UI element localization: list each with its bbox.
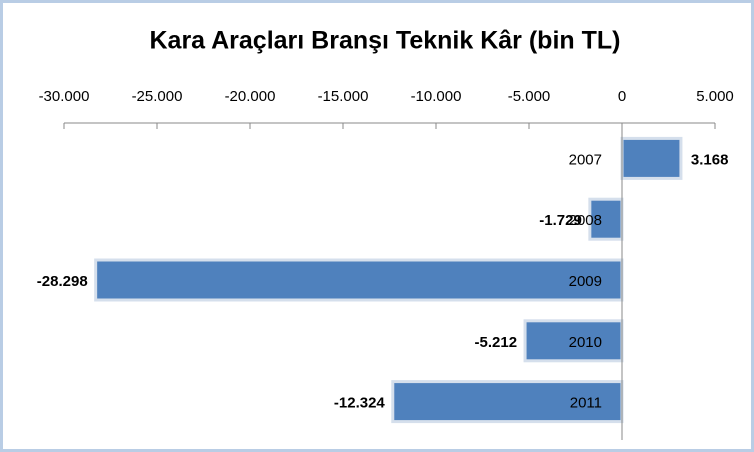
value-label: 3.168 — [691, 151, 729, 168]
value-label: -28.298 — [37, 273, 88, 290]
y-tick-label: 2011 — [570, 395, 602, 412]
x-tick-label: -30.000 — [39, 88, 90, 105]
x-tick-label: 0 — [618, 88, 626, 105]
x-tick-label: -25.000 — [132, 88, 183, 105]
x-tick-label: -15.000 — [318, 88, 369, 105]
value-label: -1.729 — [539, 212, 582, 229]
value-label: -5.212 — [475, 334, 518, 351]
y-tick-label: 2007 — [569, 151, 602, 168]
y-tick-label: 2008 — [569, 212, 602, 229]
value-label: -12.324 — [334, 395, 386, 412]
bar — [523, 319, 624, 363]
x-tick-label: -5.000 — [508, 88, 551, 105]
y-tick-label: 2009 — [569, 273, 602, 290]
chart-title: Kara Araçları Branşı Teknik Kâr (bin TL) — [150, 27, 621, 55]
bar — [620, 136, 683, 180]
x-tick-label: 5.000 — [696, 88, 734, 105]
y-tick-label: 2010 — [569, 334, 602, 351]
x-tick-label: -20.000 — [225, 88, 276, 105]
bar — [94, 258, 624, 302]
x-tick-label: -10.000 — [411, 88, 462, 105]
